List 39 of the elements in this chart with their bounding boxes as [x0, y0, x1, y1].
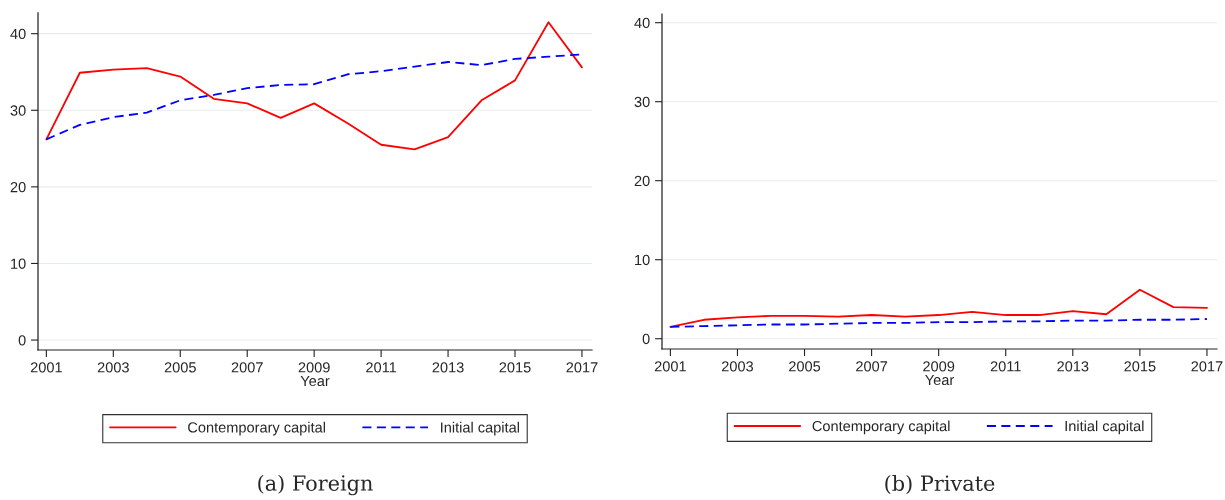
x-tick-label: 2013 [432, 362, 464, 373]
x-tick-label: 2015 [499, 362, 531, 373]
y-tick-label: 30 [10, 105, 26, 116]
legend-label: Initial capital [441, 421, 519, 436]
y-tick-label: 30 [634, 96, 650, 108]
y-tick-label: 0 [18, 335, 26, 346]
y-tick-label: 40 [634, 17, 650, 29]
y-tick-label: 10 [635, 254, 650, 266]
legend-label: Contemporary capital [812, 420, 950, 435]
y-tick-label: 20 [634, 175, 650, 187]
x-tick-label: 2005 [789, 361, 821, 372]
x-tick-label: 2013 [1057, 361, 1089, 372]
text: (b) Private [885, 474, 995, 494]
x-tick-label: 2001 [30, 362, 62, 373]
x-tick-label: 2007 [231, 362, 263, 373]
y-tick-label: 20 [10, 181, 26, 193]
line-series [669, 288, 1208, 328]
x-tick-label: 2007 [856, 361, 888, 372]
x-tick-label: 2011 [990, 361, 1021, 372]
legend-label: Initial capital [1065, 420, 1144, 435]
x-tick-label: 2003 [97, 362, 129, 373]
x-tick-label: 2017 [566, 362, 598, 373]
x-axis-title: Year [300, 375, 330, 387]
x-tick-label: 2017 [1191, 361, 1223, 372]
text: (a) Foreign [258, 474, 373, 496]
x-tick-label: 2009 [923, 361, 955, 372]
line-series [669, 318, 1208, 328]
y-tick-label: 10 [11, 258, 26, 269]
x-tick-label: 2003 [721, 361, 754, 372]
x-tick-label: 2015 [1124, 361, 1156, 372]
y-tick-label: 40 [10, 28, 26, 40]
x-tick-label: 2009 [298, 362, 330, 373]
x-tick-label: 2005 [164, 362, 196, 373]
legend-label: Contemporary capital [188, 421, 325, 436]
x-tick-label: 2011 [366, 362, 397, 373]
line-series [45, 21, 583, 151]
x-axis-title: Year [925, 374, 954, 386]
x-tick-label: 2001 [654, 361, 686, 372]
y-tick-label: 0 [642, 333, 650, 345]
